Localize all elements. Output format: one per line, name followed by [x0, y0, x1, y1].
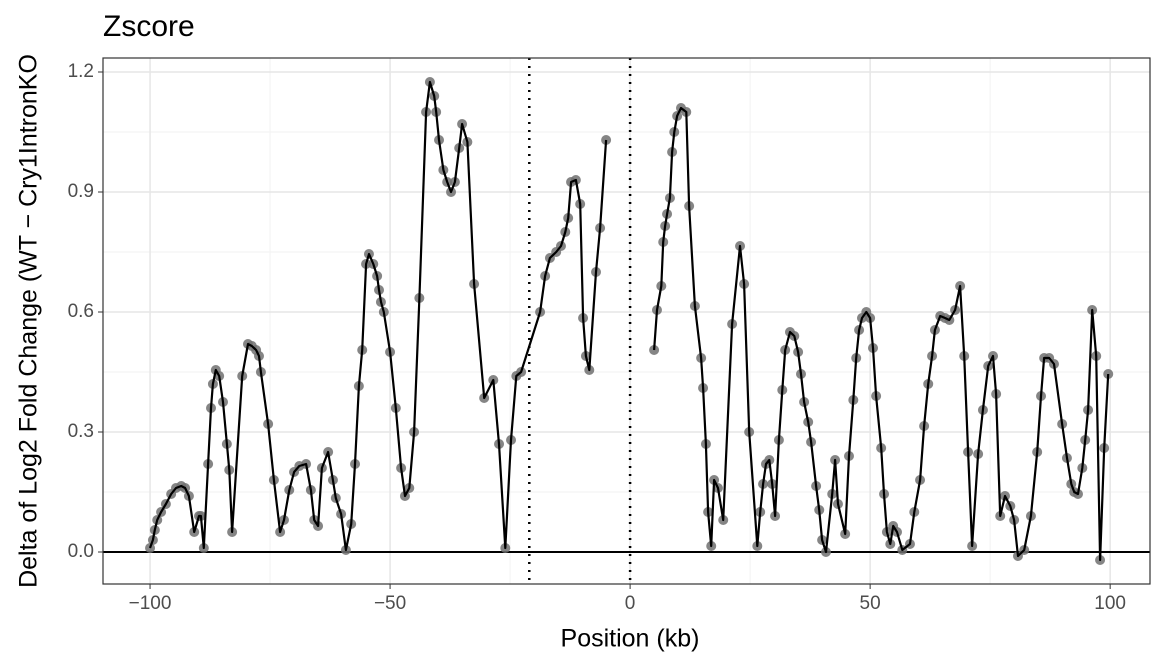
data-line: [148, 80, 1110, 562]
y-axis-label: Delta of Log2 Fold Change (WT − Cry1Intr…: [15, 54, 43, 588]
x-axis-label: Position (kb): [561, 625, 700, 653]
point: [1103, 369, 1114, 379]
x-tick-label: −100: [129, 593, 172, 614]
y-tick-label: 0.6: [68, 301, 94, 322]
panel-border: [102, 57, 1151, 585]
chart-title: Zscore: [103, 10, 195, 43]
y-tick-label: 0.3: [68, 421, 94, 442]
x-tick-label: −50: [374, 593, 406, 614]
plot-background: [103, 58, 1150, 584]
x-tick-label: 100: [1094, 593, 1126, 614]
y-tick-label: 0.0: [68, 541, 94, 562]
y-tick-label: 1.2: [68, 61, 94, 82]
x-tick-label: 0: [625, 593, 636, 614]
y-tick-label: 0.9: [68, 181, 94, 202]
x-tick-label: 50: [860, 593, 881, 614]
